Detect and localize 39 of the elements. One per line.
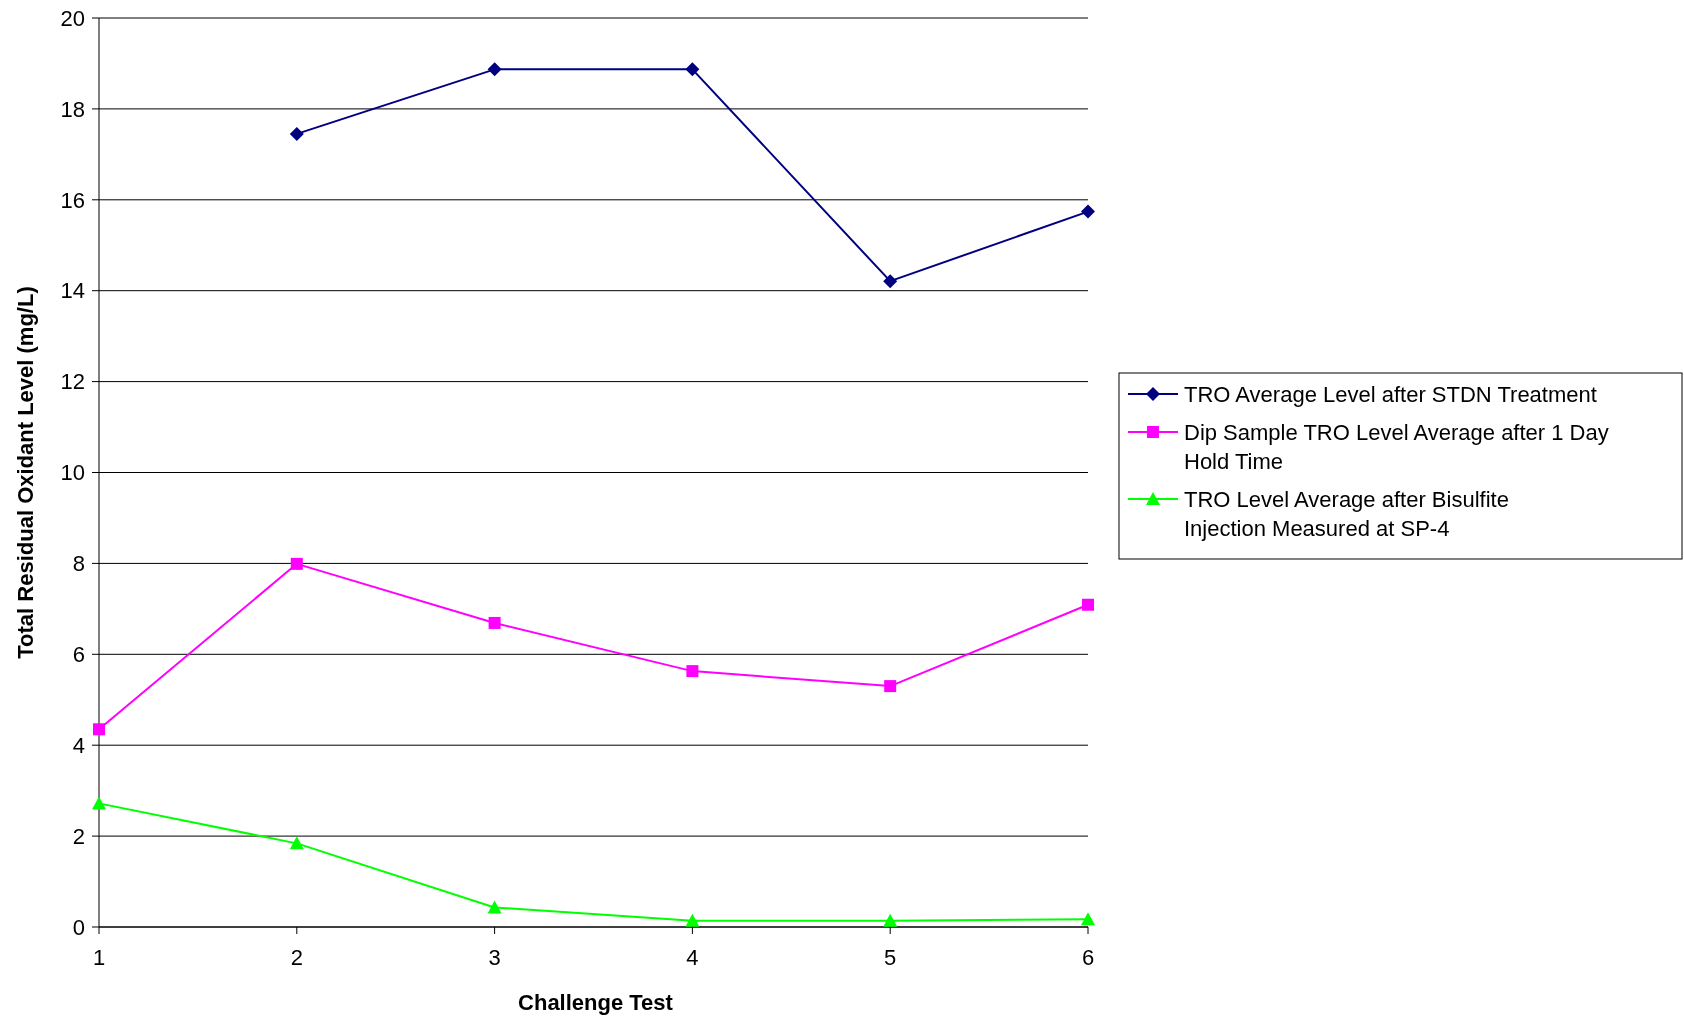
y-axis-title: Total Residual Oxidant Level (mg/L)	[13, 286, 38, 659]
legend-label: Dip Sample TRO Level Average after 1 Day Hold Time	[1184, 420, 1609, 474]
x-tick-label: 6	[1081, 945, 1095, 970]
point	[1081, 204, 1095, 219]
point	[488, 616, 501, 629]
y-tick-label: 4	[72, 732, 85, 758]
x-axis-title: Challenge Test	[518, 990, 674, 1015]
point	[883, 913, 898, 927]
y-tick-label: 14	[60, 278, 85, 304]
legend-label: TRO Average Level after STDN Treatment	[1184, 382, 1597, 407]
y-tick-label: 8	[72, 551, 85, 577]
x-tick-label: 4	[686, 945, 699, 970]
point	[883, 274, 898, 289]
point	[289, 836, 304, 850]
y-tick-label: 20	[60, 5, 85, 31]
point	[92, 796, 106, 810]
point	[290, 557, 303, 570]
point	[884, 680, 897, 693]
y-tick-label: 10	[60, 460, 85, 486]
y-tick-label: 12	[60, 369, 85, 395]
y-tick-label: 0	[72, 914, 85, 940]
y-tick-label: 6	[72, 642, 85, 667]
x-tick-label: 3	[488, 945, 501, 970]
point	[1081, 912, 1095, 926]
point	[487, 900, 502, 914]
point	[686, 665, 699, 678]
point	[289, 126, 304, 141]
x-tick-label: 5	[884, 945, 897, 970]
y-tick-label: 2	[72, 823, 85, 849]
point	[685, 62, 700, 77]
x-tick-label: 1	[92, 945, 106, 970]
point	[487, 62, 502, 77]
point	[93, 723, 105, 736]
x-tick-label: 2	[290, 945, 303, 970]
point	[685, 913, 700, 927]
point	[1082, 598, 1094, 611]
y-tick-label: 18	[60, 96, 85, 122]
y-tick-label: 16	[60, 187, 85, 213]
legend-label: TRO Level Average after Bisulfite Injection Measured at SP-4	[1184, 487, 1509, 541]
